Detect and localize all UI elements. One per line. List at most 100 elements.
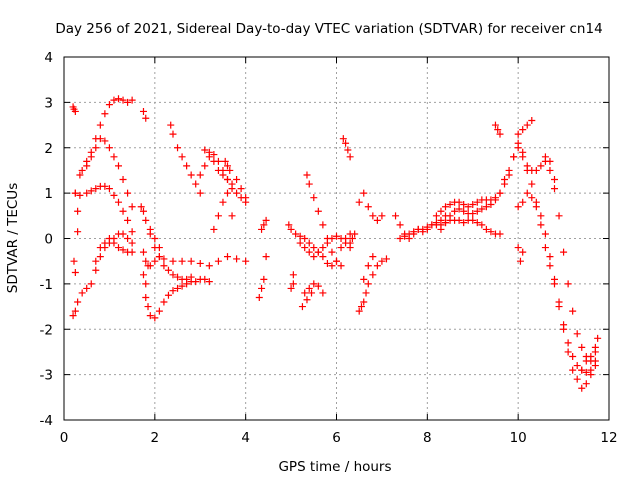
data-point-marker <box>482 203 490 211</box>
data-point-marker <box>96 135 104 143</box>
data-point-marker <box>183 280 191 288</box>
data-point-marker <box>505 171 513 179</box>
data-point-marker <box>591 343 599 351</box>
data-point-marker <box>564 339 572 347</box>
data-point-marker <box>305 239 313 247</box>
x-tick-label: 12 <box>600 430 617 446</box>
data-point-marker <box>437 207 445 215</box>
data-point-marker <box>233 189 241 197</box>
data-point-marker <box>87 280 95 288</box>
data-point-marker <box>303 171 311 179</box>
data-point-marker <box>364 262 372 270</box>
data-point-marker <box>546 253 554 261</box>
data-point-marker <box>124 98 132 106</box>
data-point-marker <box>221 157 229 165</box>
data-point-marker <box>319 244 327 252</box>
data-point-marker <box>101 110 109 118</box>
data-point-marker <box>210 225 218 233</box>
data-point-marker <box>115 95 122 103</box>
data-point-marker <box>487 200 495 208</box>
data-point-marker <box>519 126 527 134</box>
x-tick-label: 2 <box>151 430 160 446</box>
data-point-marker <box>169 130 177 138</box>
data-point-marker <box>564 280 572 288</box>
data-point-marker <box>187 257 195 265</box>
data-point-marker <box>178 282 186 290</box>
data-point-marker <box>96 121 104 129</box>
data-point-marker <box>573 362 581 370</box>
data-point-marker <box>364 280 372 288</box>
data-point-marker <box>364 203 372 211</box>
data-point-marker <box>328 248 336 256</box>
data-point-marker <box>392 212 400 220</box>
y-tick-label: -3 <box>40 368 53 384</box>
data-point-marker <box>319 289 327 297</box>
data-point-marker <box>226 166 234 174</box>
data-point-marker <box>233 255 241 263</box>
data-point-marker <box>201 162 209 170</box>
data-point-marker <box>205 262 213 270</box>
data-point-marker <box>233 176 241 184</box>
data-point-marker <box>214 157 222 165</box>
data-point-marker <box>78 289 86 297</box>
data-point-marker <box>224 176 231 184</box>
data-point-marker <box>69 312 77 320</box>
data-point-marker <box>455 216 463 224</box>
data-point-marker <box>144 303 152 311</box>
data-point-marker <box>151 257 159 265</box>
data-point-marker <box>337 235 345 242</box>
data-point-marker <box>482 225 490 233</box>
data-point-marker <box>541 244 549 252</box>
data-point-marker <box>285 221 293 229</box>
data-point-marker <box>169 257 177 265</box>
data-point-marker <box>74 298 82 306</box>
data-point-marker <box>469 216 477 224</box>
y-axis-label: SDTVAR / TECUs <box>5 183 21 293</box>
data-point-marker <box>382 255 390 263</box>
data-point-marker <box>119 207 127 215</box>
data-point-marker <box>532 166 540 174</box>
data-point-marker <box>319 253 327 261</box>
data-point-marker <box>258 284 266 292</box>
data-point-marker <box>83 157 91 165</box>
data-point-marker <box>310 194 318 202</box>
data-point-marker <box>128 228 136 236</box>
data-point-marker <box>169 287 177 295</box>
data-point-marker <box>378 257 386 265</box>
data-point-marker <box>119 230 127 238</box>
data-point-marker <box>523 166 531 174</box>
data-point-marker <box>301 244 309 252</box>
data-point-marker <box>446 212 454 220</box>
data-point-marker <box>323 235 331 242</box>
data-point-marker <box>541 157 549 165</box>
data-point-marker <box>228 180 236 188</box>
data-point-marker <box>473 198 481 206</box>
data-point-marker <box>373 216 381 224</box>
data-point-marker <box>96 253 104 261</box>
data-point-marker <box>71 189 79 197</box>
data-point-marker <box>587 366 595 374</box>
data-point-marker <box>369 212 377 220</box>
data-point-marker <box>137 203 145 211</box>
data-point-marker <box>192 278 200 286</box>
data-point-marker <box>224 162 231 170</box>
data-point-marker <box>146 225 154 233</box>
data-point-marker <box>355 198 363 206</box>
data-point-marker <box>555 212 563 220</box>
y-tick-label: -1 <box>40 277 53 293</box>
data-point-marker <box>142 293 150 301</box>
data-point-marker <box>491 121 499 129</box>
data-point-marker <box>473 207 481 215</box>
data-point-marker <box>228 212 236 220</box>
data-point-marker <box>110 191 118 199</box>
y-tick-label: 1 <box>44 186 53 202</box>
data-point-marker <box>569 366 577 374</box>
data-point-marker <box>446 200 454 208</box>
data-point-marker <box>201 275 209 283</box>
data-point-marker <box>242 257 250 265</box>
data-point-marker <box>74 207 82 215</box>
data-point-marker <box>287 225 295 233</box>
data-point-marker <box>460 219 468 227</box>
data-point-marker <box>310 244 318 252</box>
